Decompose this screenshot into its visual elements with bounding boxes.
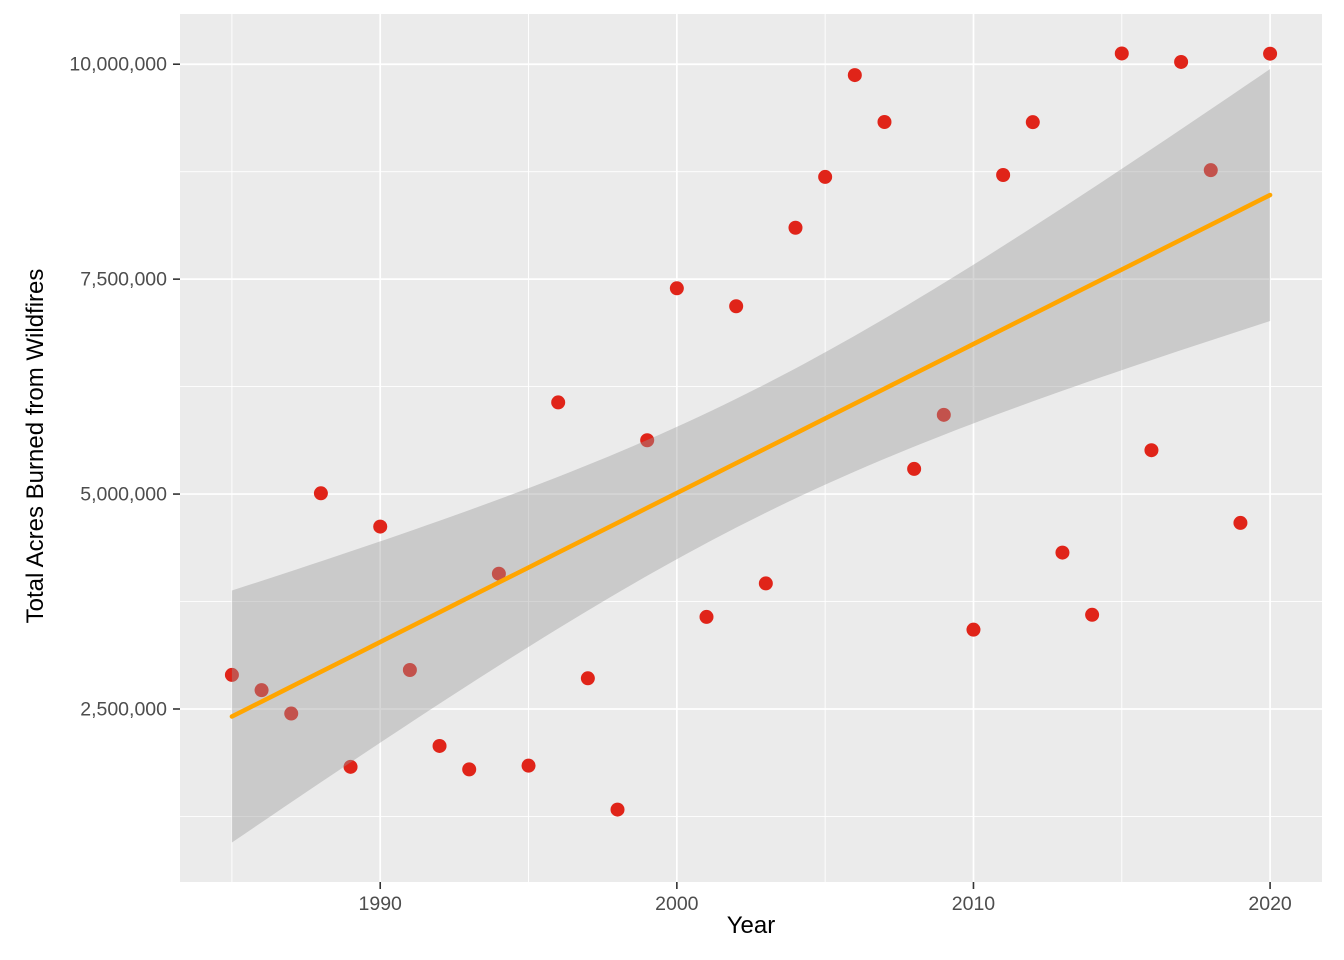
data-point xyxy=(936,407,951,422)
y-axis-tick-labels: 2,500,000 5,000,000 7,500,000 10,000,000 xyxy=(69,54,167,721)
plot-panel xyxy=(180,14,1322,882)
data-point xyxy=(343,759,358,774)
data-point xyxy=(907,461,922,476)
trend-line xyxy=(229,192,1273,719)
data-point xyxy=(580,671,595,686)
data-point xyxy=(313,486,328,501)
data-point xyxy=(491,566,506,581)
data-point xyxy=(610,802,625,817)
data-point xyxy=(1203,163,1218,178)
data-point xyxy=(640,433,655,448)
data-point xyxy=(432,738,447,753)
y-tick-label: 5,000,000 xyxy=(80,484,167,506)
data-point xyxy=(224,667,239,682)
data-point xyxy=(1055,545,1070,560)
y-tick-label: 10,000,000 xyxy=(69,54,167,76)
data-point xyxy=(699,609,714,624)
data-point xyxy=(758,576,773,591)
data-point xyxy=(1233,515,1248,530)
data-point xyxy=(402,662,417,677)
x-tick-label: 1990 xyxy=(359,893,403,915)
x-tick-label: 2010 xyxy=(952,893,996,915)
data-point xyxy=(373,519,388,534)
data-point xyxy=(1263,46,1278,61)
data-point xyxy=(1085,607,1100,622)
data-point xyxy=(1174,54,1189,69)
data-point xyxy=(788,220,803,235)
data-point xyxy=(847,68,862,83)
axis-tick-marks xyxy=(173,63,1271,889)
data-point xyxy=(669,281,684,296)
x-axis-tick-labels: 1990 2000 2010 2020 xyxy=(359,893,1292,915)
minor-gridlines xyxy=(180,14,1322,882)
data-point xyxy=(1144,443,1159,458)
y-tick-label: 7,500,000 xyxy=(80,269,167,291)
data-point xyxy=(521,758,536,773)
data-point xyxy=(966,622,981,637)
data-point xyxy=(284,706,299,721)
x-tick-label: 2020 xyxy=(1248,893,1292,915)
data-point xyxy=(729,299,744,314)
data-point xyxy=(254,683,269,698)
data-point xyxy=(462,762,477,777)
y-tick-label: 2,500,000 xyxy=(80,698,167,720)
major-gridlines xyxy=(180,14,1322,882)
data-point xyxy=(551,395,566,410)
x-tick-label: 2000 xyxy=(655,893,699,915)
x-axis-title: Year xyxy=(726,912,776,939)
data-point xyxy=(1025,115,1040,130)
data-point xyxy=(1114,46,1129,61)
data-point xyxy=(818,169,833,184)
data-point xyxy=(877,114,892,129)
data-points xyxy=(224,46,1278,817)
y-axis-title: Total Acres Burned from Wildfires xyxy=(22,268,49,624)
data-point xyxy=(996,167,1011,182)
